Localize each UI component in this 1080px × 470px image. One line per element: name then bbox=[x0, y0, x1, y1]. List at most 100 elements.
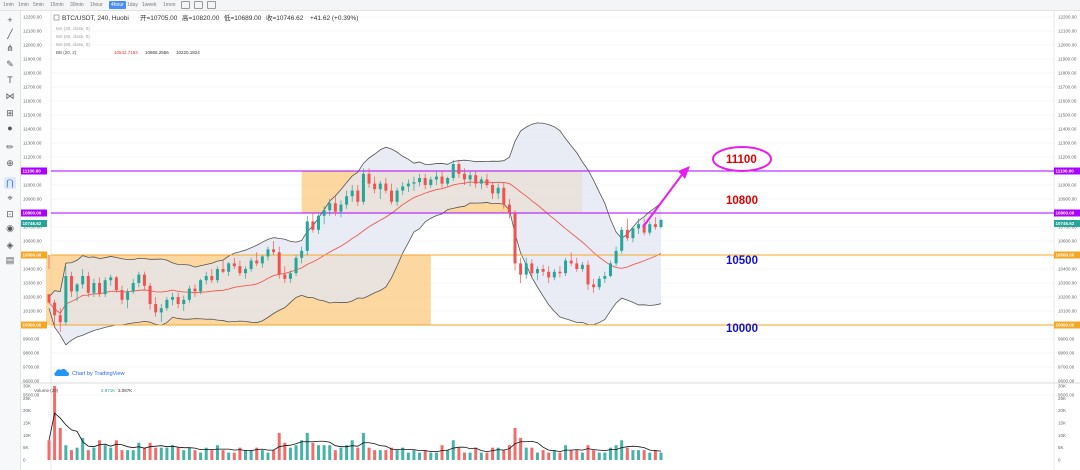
volume-bar bbox=[468, 452, 472, 460]
candle-body bbox=[317, 215, 321, 230]
volume-bar bbox=[98, 440, 102, 460]
volume-bar bbox=[547, 452, 551, 460]
fullscreen-icon[interactable] bbox=[207, 1, 216, 9]
trendline-icon[interactable]: ╱ bbox=[7, 29, 13, 39]
right-axis-tick: 10200.00 bbox=[1058, 295, 1077, 300]
volume-tick-left: 25K bbox=[23, 396, 31, 401]
price-badge-text-right: 10746.62 bbox=[1056, 221, 1075, 226]
right-axis-tick: 10400.00 bbox=[1058, 267, 1077, 272]
timeframe-4[interactable]: 30min bbox=[70, 2, 84, 8]
volume-value-2: 3.087K bbox=[118, 388, 132, 393]
ma1-label[interactable]: MA (30, close, 0) bbox=[56, 26, 90, 31]
trash-icon[interactable]: ▤ bbox=[5, 255, 15, 265]
price-chart[interactable]: 12200.00 12100.00 12000.00 11900.00 11800.00… bbox=[21, 11, 1080, 470]
timeframe-0[interactable]: 1min bbox=[3, 2, 14, 8]
layers-icon[interactable]: ◈ bbox=[6, 240, 14, 250]
candle-body bbox=[210, 276, 214, 281]
eye-icon[interactable]: ◉ bbox=[6, 223, 14, 233]
fork-icon[interactable]: ⋔ bbox=[6, 43, 14, 53]
volume-bar bbox=[350, 440, 354, 460]
volume-tick-left: 0 bbox=[23, 458, 26, 463]
magnet-icon[interactable]: ⋂ bbox=[4, 177, 16, 189]
timeframe-3[interactable]: 15min bbox=[50, 2, 64, 8]
left-axis-tick: 11800.00 bbox=[23, 71, 42, 76]
zoom-icon[interactable]: ⊕ bbox=[6, 158, 14, 168]
right-axis-tick: 10700.00 bbox=[1058, 225, 1077, 230]
timeframe-9[interactable]: 1mon bbox=[163, 2, 176, 8]
volume-bar bbox=[535, 452, 539, 460]
timeframe-1[interactable]: 1min bbox=[18, 2, 29, 8]
timeframe-6[interactable]: 4hour bbox=[109, 1, 126, 9]
candle-body bbox=[535, 269, 539, 274]
settings-icon[interactable] bbox=[194, 1, 203, 9]
candle-body bbox=[659, 220, 663, 227]
volume-bar bbox=[204, 447, 208, 460]
right-axis-tick: 11900.00 bbox=[1058, 57, 1077, 62]
volume-bar bbox=[148, 442, 152, 460]
lock-icon[interactable]: ⊡ bbox=[6, 209, 14, 219]
right-price-axis: 12200.00 12100.00 12000.00 11900.00 11800.00… bbox=[1058, 15, 1077, 398]
volume-bar bbox=[69, 450, 73, 460]
candle-body bbox=[597, 278, 601, 288]
candle-body bbox=[328, 203, 332, 211]
price-badge-left bbox=[21, 209, 47, 217]
pattern-icon[interactable]: ⋈ bbox=[5, 91, 15, 101]
left-axis-tick: 12200.00 bbox=[23, 15, 42, 20]
bb-label[interactable]: BB (20, 2) bbox=[56, 50, 77, 55]
volume-bar bbox=[64, 445, 68, 460]
brush-icon[interactable]: ✎ bbox=[6, 59, 14, 69]
volume-tick-left: 10K bbox=[23, 433, 31, 438]
tradingview-watermark[interactable]: Chart by TradingView bbox=[54, 368, 125, 377]
candle-body bbox=[333, 203, 337, 212]
candle-body bbox=[412, 182, 416, 184]
volume-bar bbox=[434, 452, 438, 460]
ma2-label[interactable]: MA (60, close, 0) bbox=[56, 34, 90, 39]
timeframe-5[interactable]: 1hour bbox=[90, 2, 103, 8]
price-badge-left bbox=[21, 251, 47, 259]
symbol-toggle-icon[interactable] bbox=[53, 14, 60, 21]
volume-bar bbox=[530, 447, 534, 460]
candle-body bbox=[462, 173, 466, 180]
volume-bar bbox=[395, 450, 399, 460]
volume-bar bbox=[232, 452, 236, 460]
timeframe-2[interactable]: 5min bbox=[33, 2, 44, 8]
candle-body bbox=[648, 224, 652, 233]
candle-body bbox=[154, 304, 158, 313]
left-axis-tick: 11900.00 bbox=[23, 57, 42, 62]
volume-bar bbox=[193, 450, 197, 460]
ruler-icon[interactable]: ⊞ bbox=[6, 108, 14, 118]
candle-body bbox=[305, 221, 309, 251]
pencil-icon[interactable]: ✏ bbox=[6, 142, 14, 152]
timeframe-7[interactable]: 1day bbox=[127, 2, 138, 8]
volume-ma-line bbox=[48, 412, 662, 453]
volume-bar bbox=[642, 450, 646, 460]
price-badge-text-left: 10800.00 bbox=[23, 211, 42, 216]
candle-body bbox=[592, 284, 596, 288]
timeframe-8[interactable]: 1week bbox=[142, 2, 157, 8]
indicator-icon[interactable] bbox=[181, 1, 190, 9]
text-icon[interactable]: T bbox=[7, 75, 13, 85]
candle-body bbox=[120, 290, 124, 300]
right-axis-tick: 11700.00 bbox=[1058, 85, 1077, 90]
volume-label[interactable]: Volume (20) bbox=[34, 388, 59, 393]
volume-bar bbox=[199, 452, 203, 460]
volume-bar bbox=[300, 440, 304, 460]
volume-bar bbox=[92, 447, 96, 460]
volume-bar bbox=[103, 445, 107, 460]
arrow-head-icon bbox=[678, 166, 690, 179]
candle-body bbox=[586, 264, 590, 285]
crosshair-icon[interactable]: + bbox=[7, 15, 13, 25]
measure-icon[interactable]: ⌖ bbox=[7, 193, 13, 203]
candle-body bbox=[564, 260, 568, 274]
candle-body bbox=[227, 263, 231, 272]
volume-bar bbox=[429, 452, 433, 460]
ma3-label[interactable]: MA (90, close, 0) bbox=[56, 42, 90, 47]
volume-bar bbox=[401, 447, 405, 460]
circle-icon[interactable]: ● bbox=[7, 123, 13, 133]
volume-bar bbox=[272, 450, 276, 460]
volume-bar bbox=[440, 445, 444, 460]
candle-body bbox=[378, 183, 382, 190]
volume-bars bbox=[47, 386, 663, 460]
candle-body bbox=[418, 178, 422, 183]
volume-bar bbox=[131, 450, 135, 460]
